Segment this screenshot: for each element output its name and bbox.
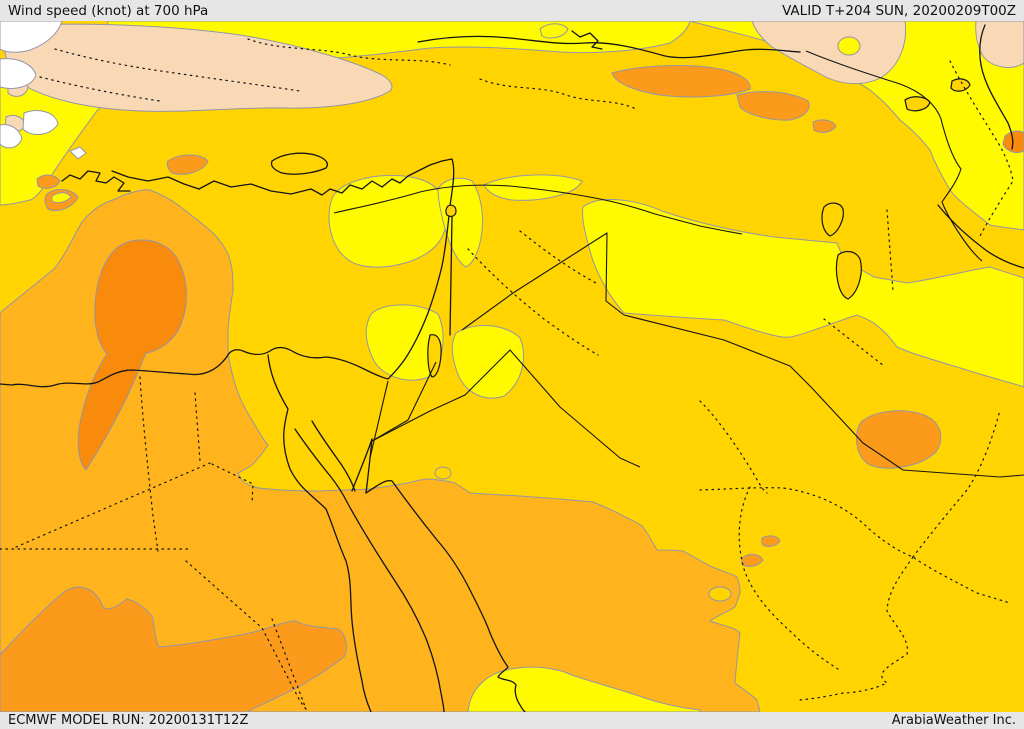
peach-lens-north-aegean — [3, 23, 393, 112]
yellow-patch-south-jordan — [451, 325, 524, 399]
iran-border — [805, 50, 983, 262]
jordan-iraq-border — [512, 232, 625, 316]
band-orange-regions-on-amber — [0, 239, 347, 712]
turkey-syria-iraq-border — [333, 184, 743, 235]
yellow-lens-north-syria — [483, 174, 583, 201]
red-sea-arabian-coast — [365, 479, 526, 712]
orange-lens-arabia-east-2 — [741, 553, 764, 567]
israel-jordan-arava-border — [371, 361, 437, 442]
syria-jordan-east-border — [461, 292, 514, 331]
peach-blob-caucasus — [751, 21, 907, 85]
yellow-strip-lebanon-coast — [437, 177, 483, 268]
orange-spot-zagros — [812, 119, 837, 133]
yellow-circle-in-peach — [837, 36, 861, 56]
footer-bar: ECMWF MODEL RUN: 20200131T12Z ArabiaWeat… — [0, 712, 1024, 729]
peach-blob-caspian-corner — [975, 21, 1024, 68]
gulf-of-suez-west — [294, 428, 348, 503]
orange-blob-southwest-corner — [0, 586, 347, 712]
model-run-label: ECMWF MODEL RUN: 20200131T12Z — [8, 713, 249, 728]
red-sea-african-coast — [346, 501, 445, 712]
band-gold-holes — [434, 466, 732, 602]
band-amber-regions — [0, 189, 761, 712]
gulf-of-aqaba-east — [365, 438, 373, 494]
band-orange-regions-on-gold — [36, 65, 1024, 567]
lake-tharthar — [821, 202, 844, 237]
yellow-spot-top-center — [539, 23, 569, 39]
orange-lens-aegean-1 — [36, 174, 61, 189]
orange-blob-central-arabia — [855, 410, 942, 469]
israel-egypt-border — [369, 380, 389, 459]
nile-river — [267, 354, 372, 712]
caspian-coast — [979, 24, 1014, 150]
borders-dotted — [0, 38, 1014, 712]
gulf-of-suez-east — [311, 420, 356, 492]
orange-lens-east-edge — [1002, 130, 1024, 154]
country-borders-solid — [333, 50, 1024, 478]
coastlines — [0, 24, 1024, 712]
orange-lens-southeast-anatolia-2 — [736, 91, 810, 121]
iraq-saudi-border — [623, 314, 1024, 478]
map-canvas — [0, 21, 1024, 712]
mediterranean-levant-egypt-coast — [0, 158, 455, 388]
credit-label: ArabiaWeather Inc. — [891, 713, 1016, 728]
band-peach-regions — [3, 21, 1024, 133]
orange-lens-arabia-east-1 — [761, 535, 781, 547]
yellow-patch-south-red-sea — [467, 666, 701, 712]
yellow-patch-west-syria — [328, 175, 448, 268]
sea-of-galilee — [445, 204, 457, 217]
bosporus-jags — [571, 30, 603, 50]
map-title: Wind speed (knot) at 700 hPa — [8, 2, 209, 19]
orange-blob-east-mediterranean — [77, 239, 187, 471]
cyprus-island — [270, 152, 329, 175]
lake-razzaza — [835, 250, 862, 300]
yellow-sliver-in-crescent — [51, 192, 72, 204]
aegean-coast-jags — [61, 170, 131, 192]
valid-time-label: VALID T+204 SUN, 20200209T00Z — [782, 2, 1016, 19]
black-sea-coast — [417, 35, 801, 59]
wind-speed-contour-map — [0, 21, 1024, 712]
dead-sea — [427, 334, 442, 378]
jordan-river — [449, 216, 453, 336]
jordan-saudi-border — [371, 349, 641, 468]
orange-lens-southeast-anatolia-1 — [611, 65, 751, 98]
orange-lens-west-anatolia — [166, 154, 209, 175]
header-bar: Wind speed (knot) at 700 hPa VALID T+204… — [0, 0, 1024, 21]
band-white-regions — [0, 21, 87, 160]
yellow-band-mesopotamia-gulf — [582, 198, 1024, 388]
